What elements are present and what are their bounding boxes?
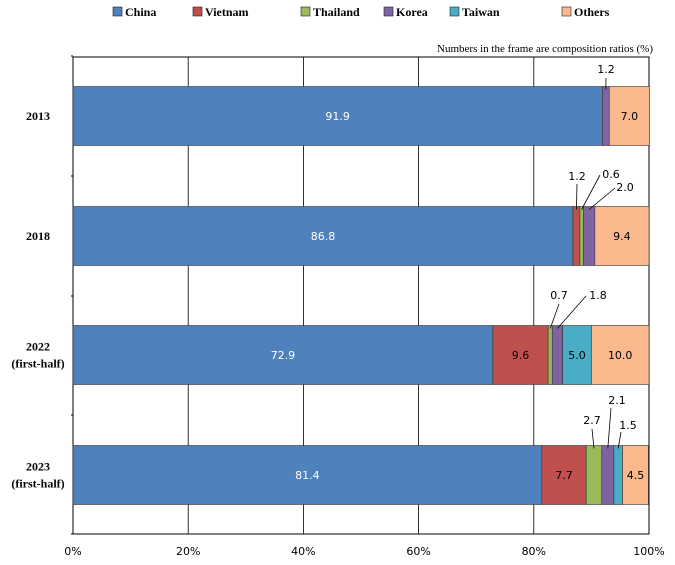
callout-line [588, 187, 616, 210]
legend-label: China [125, 5, 156, 19]
x-tick-label: 20% [176, 545, 200, 558]
category-label: (first-half) [11, 477, 64, 491]
bar-segment-vietnam [541, 445, 587, 505]
legend-swatch-thailand [300, 6, 311, 17]
bar-segment-others [594, 206, 650, 266]
x-tick-label: 100% [633, 545, 664, 558]
callout-line [549, 303, 560, 329]
bar-segment-thailand [547, 325, 553, 385]
callout-line [557, 295, 587, 329]
category-label: 2023 [26, 460, 50, 474]
data-label: 1.2 [597, 63, 615, 76]
bar-segment-korea [602, 86, 610, 146]
bar-segment-others [622, 445, 649, 505]
bar-segment-others [608, 86, 650, 146]
category-label: (first-half) [11, 357, 64, 371]
data-label: 2.1 [608, 394, 626, 407]
category-label: 2018 [26, 229, 50, 243]
data-label: 4.5 [627, 469, 645, 482]
category-label: 2022 [26, 340, 50, 354]
plot-area: 0% 20% 40% 60% 80% 100% 2013 2018 2022 (first-hal… [11, 55, 665, 558]
legend-label: Korea [396, 5, 428, 19]
legend-label: Taiwan [462, 5, 500, 19]
legend-label: Thailand [313, 5, 360, 19]
callout-line [607, 407, 612, 449]
legend-swatch-korea [383, 6, 394, 17]
x-tick-label: 60% [406, 545, 430, 558]
callout-line [617, 431, 622, 449]
legend: China Vietnam Thailand Korea Taiwan Others [112, 5, 610, 19]
data-label: 0.6 [602, 168, 620, 181]
bar-segment-china [72, 325, 494, 385]
data-label: 1.2 [568, 170, 586, 183]
bar-segment-thailand [585, 445, 603, 505]
x-tick-label: 80% [522, 545, 546, 558]
x-tick-label: 0% [64, 545, 81, 558]
data-label: 2.0 [616, 181, 634, 194]
legend-label: Vietnam [205, 5, 249, 19]
callout-line [581, 174, 601, 210]
bar-segment-china [72, 86, 603, 146]
bar-segment-vietnam [492, 325, 549, 385]
data-label: 81.4 [295, 469, 320, 482]
bar-segment-china [72, 445, 543, 505]
legend-swatch-china [112, 6, 123, 17]
bar-segment-vietnam [572, 206, 581, 266]
bar-segment-taiwan [613, 445, 623, 505]
data-label: 10.0 [608, 349, 633, 362]
bar-segment-taiwan [562, 325, 592, 385]
data-label: 0.7 [550, 289, 568, 302]
data-label: 1.8 [589, 289, 607, 302]
data-label: 7.0 [621, 110, 639, 123]
chart-note: Numbers in the frame are composition rat… [437, 43, 653, 55]
bar-segment-china [72, 206, 574, 266]
data-label: 9.6 [512, 349, 530, 362]
data-label: 5.0 [568, 349, 586, 362]
legend-swatch-others [561, 6, 572, 17]
callout-line [591, 428, 595, 449]
data-label: 1.5 [619, 419, 637, 432]
legend-label: Others [574, 5, 610, 19]
bar-segment-korea [583, 206, 596, 266]
data-label: 86.8 [311, 230, 336, 243]
legend-swatch-taiwan [449, 6, 460, 17]
data-label: 2.7 [583, 414, 601, 427]
bar-segment-korea [551, 325, 563, 385]
callout-line [576, 183, 578, 210]
bar-segment-korea [601, 445, 615, 505]
data-label: 9.4 [613, 230, 631, 243]
x-tick-label: 40% [291, 545, 315, 558]
data-label: 7.7 [555, 469, 573, 482]
category-label: 2013 [26, 109, 50, 123]
data-label: 72.9 [271, 349, 296, 362]
legend-swatch-vietnam [192, 6, 203, 17]
data-label: 91.9 [325, 110, 350, 123]
bar-segment-others [591, 325, 650, 385]
bar-segment-thailand [579, 206, 584, 266]
